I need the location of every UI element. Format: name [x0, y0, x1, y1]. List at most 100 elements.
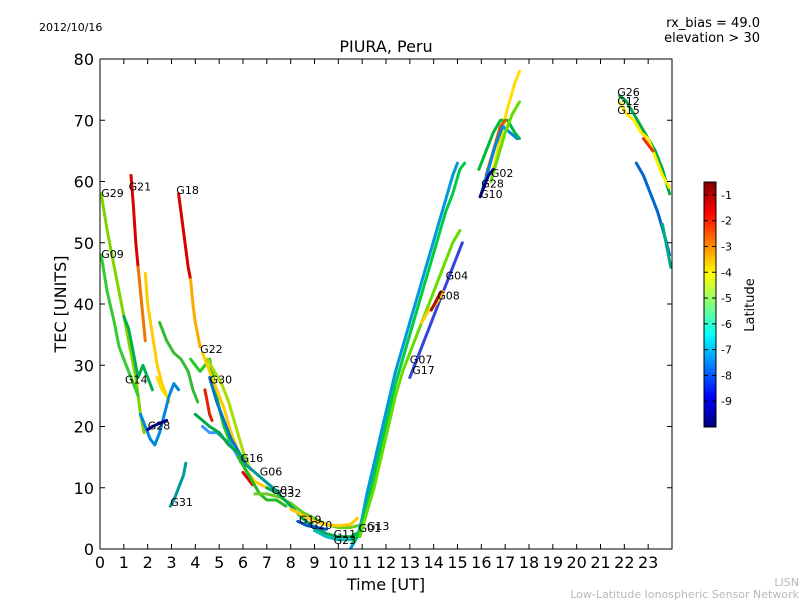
tec-trace-5	[136, 265, 147, 343]
satellite-label: G20	[310, 519, 333, 532]
tec-trace-24	[253, 492, 364, 530]
colorbar-tick-label: -6	[721, 318, 732, 331]
colorbar-tick-label: -3	[721, 240, 732, 253]
x-tick-label: 9	[309, 553, 319, 572]
y-tick-label: 30	[74, 356, 94, 375]
x-tick-label: 20	[566, 553, 586, 572]
x-tick-label: 11	[352, 553, 372, 572]
x-tick-label: 2	[143, 553, 153, 572]
x-tick-label: 21	[590, 553, 610, 572]
tec-trace-44	[661, 222, 672, 269]
tec-trace-26	[289, 507, 359, 528]
satellite-label: G18	[176, 184, 199, 197]
x-tick-label: 8	[286, 553, 296, 572]
y-tick-label: 60	[74, 173, 94, 192]
satellite-label: G15	[617, 104, 640, 117]
tec-trace-32	[408, 241, 464, 379]
x-tick-label: 7	[262, 553, 272, 572]
x-tick-label: 18	[519, 553, 539, 572]
colorbar-tick-label: -1	[721, 189, 732, 202]
colorbar-tick-label: -2	[721, 215, 732, 228]
x-tick-label: 10	[328, 553, 348, 572]
x-tick-label: 5	[214, 553, 224, 572]
satellite-label: G23	[334, 534, 357, 547]
x-tick-label: 23	[638, 553, 658, 572]
satellite-label: G07	[410, 353, 433, 366]
tec-trace-10	[158, 320, 200, 404]
tec-trace-20	[203, 388, 214, 422]
plot-area	[100, 59, 672, 549]
satellite-label: G17	[412, 364, 435, 377]
colorbar-tick-label: -9	[721, 395, 732, 408]
y-axis-label: TEC [UNITS]	[51, 256, 70, 354]
colorbar-tick-label: -7	[721, 344, 732, 357]
x-tick-label: 17	[495, 553, 515, 572]
x-tick-label: 12	[376, 553, 396, 572]
satellite-label: G31	[170, 496, 193, 509]
series-layer	[100, 69, 672, 549]
tec-trace-38	[479, 124, 519, 196]
tec-trace-28	[313, 529, 359, 542]
satellite-label: G30	[210, 374, 233, 387]
colorbar-tick-label: -5	[721, 292, 732, 305]
colorbar	[703, 181, 717, 428]
tec-trace-31	[358, 229, 462, 539]
x-tick-label: 0	[95, 553, 105, 572]
x-tick-label: 22	[614, 553, 634, 572]
rx-bias-label: rx_bias = 49.0	[666, 16, 760, 31]
tec-trace-22	[241, 470, 254, 487]
tec-trace-6	[143, 271, 169, 398]
tec-trace-21	[239, 460, 278, 493]
colorbar-tick-label: -4	[721, 266, 732, 279]
y-axis: 0 10 20 30 40 50 60 70 80	[74, 50, 672, 559]
satellite-label: G04	[446, 270, 469, 283]
y-tick-label: 70	[74, 111, 94, 130]
satellite-label: G11	[334, 528, 357, 541]
satellite-label: G32	[279, 487, 302, 500]
tec-trace-41	[618, 94, 672, 196]
satellite-label: G08	[437, 290, 460, 303]
y-tick-label: 80	[74, 50, 94, 69]
tec-trace-3	[122, 314, 154, 392]
tec-trace-13	[189, 278, 202, 349]
date-label: 2012/10/16	[39, 21, 102, 34]
tec-trace-42	[618, 100, 672, 190]
credit-network: Low-Latitude Ionospheric Sensor Network	[570, 588, 799, 600]
satellite-label: G29	[101, 187, 124, 200]
x-tick-label: 13	[400, 553, 420, 572]
x-tick-label: 3	[166, 553, 176, 572]
x-tick-label: 1	[119, 553, 129, 572]
credit-lisn: LISN	[774, 576, 799, 589]
satellite-label: G13	[367, 520, 390, 533]
satellite-label: G03	[272, 484, 295, 497]
x-tick-label: 4	[190, 553, 200, 572]
satellite-label: G26	[617, 86, 640, 99]
colorbar-label: Latitude	[743, 278, 758, 332]
tec-trace-45	[641, 137, 655, 153]
tec-trace-2	[100, 253, 140, 398]
tec-trace-30	[351, 161, 467, 545]
satellite-label: G09	[101, 248, 124, 261]
satellite-label: G28	[481, 178, 504, 191]
tec-trace-12	[177, 192, 193, 281]
tec-trace-9	[146, 418, 169, 432]
tec-trace-35	[477, 118, 521, 171]
satellite-label: G01	[359, 522, 382, 535]
tec-trace-11	[168, 461, 188, 508]
satellite-label: G02	[491, 167, 514, 180]
y-tick-label: 40	[74, 295, 94, 314]
x-tick-label: 16	[471, 553, 491, 572]
satellite-label: G22	[200, 343, 223, 356]
tec-trace-4	[129, 173, 140, 269]
satellite-label: G06	[260, 466, 283, 479]
elevation-label: elevation > 30	[664, 31, 760, 46]
y-tick-label: 10	[74, 479, 94, 498]
y-tick-label: 0	[84, 540, 94, 559]
x-tick-label: 19	[543, 553, 563, 572]
tec-trace-39	[489, 100, 521, 183]
tec-trace-16	[205, 357, 252, 471]
tec-trace-27	[296, 519, 328, 531]
satellite-label: G21	[129, 181, 152, 194]
